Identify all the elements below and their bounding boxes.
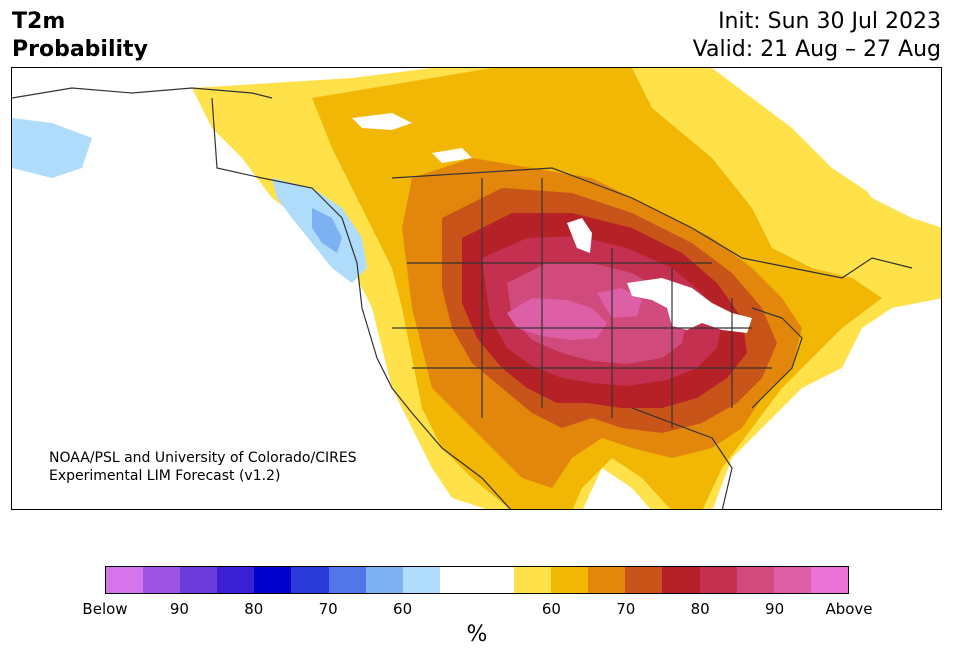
colorbar-tick-label: 90 bbox=[765, 600, 785, 618]
colorbar bbox=[105, 566, 849, 594]
colorbar-segment bbox=[551, 567, 589, 593]
probability-map bbox=[11, 67, 942, 510]
borders bbox=[12, 87, 913, 509]
contour-above-extreme bbox=[507, 288, 642, 340]
colorbar-segment bbox=[254, 567, 292, 593]
init-date: Init: Sun 30 Jul 2023 bbox=[718, 9, 941, 34]
colorbar-unit: % bbox=[466, 622, 488, 647]
colorbar-segment bbox=[106, 567, 144, 593]
colorbar-tick-label: 70 bbox=[616, 600, 636, 618]
colorbar-tick-label: 60 bbox=[393, 600, 413, 618]
colorbar-tick-label: 80 bbox=[244, 600, 264, 618]
colorbar-segment bbox=[402, 567, 440, 593]
colorbar-tick-label: 70 bbox=[318, 600, 338, 618]
colorbar-segment bbox=[736, 567, 774, 593]
hudson-bay-lake bbox=[352, 113, 472, 163]
colorbar-segment bbox=[328, 567, 366, 593]
colorbar-segment bbox=[476, 567, 515, 593]
colorbar-tick-label: Above bbox=[825, 600, 873, 618]
contour-below-70-west bbox=[312, 208, 342, 253]
colorbar-segment bbox=[588, 567, 626, 593]
colorbar-segment bbox=[773, 567, 811, 593]
credit-line-2: Experimental LIM Forecast (v1.2) bbox=[49, 468, 281, 484]
colorbar-segment bbox=[625, 567, 663, 593]
valid-range: Valid: 21 Aug – 27 Aug bbox=[692, 37, 941, 62]
product-label: Probability bbox=[12, 37, 148, 62]
colorbar-tick-label: Below bbox=[82, 600, 128, 618]
lake-winnipeg bbox=[567, 218, 592, 253]
credit-text: NOAA/PSL and University of Colorado/CIRE… bbox=[49, 449, 357, 485]
colorbar-tick-label: 60 bbox=[541, 600, 561, 618]
colorbar-segment bbox=[180, 567, 218, 593]
map-title: T2m Probability bbox=[12, 8, 148, 64]
credit-line-1: NOAA/PSL and University of Colorado/CIRE… bbox=[49, 450, 357, 466]
colorbar-segment bbox=[143, 567, 181, 593]
contour-below-60-west bbox=[12, 118, 367, 283]
colorbar-segment bbox=[810, 567, 848, 593]
colorbar-segment bbox=[365, 567, 403, 593]
colorbar-segment bbox=[291, 567, 329, 593]
colorbar-segment bbox=[439, 567, 477, 593]
colorbar-tick-label: 90 bbox=[169, 600, 189, 618]
arctic-islands bbox=[712, 68, 941, 228]
colorbar-segment bbox=[217, 567, 255, 593]
great-lakes bbox=[627, 278, 752, 333]
colorbar-segment bbox=[514, 567, 552, 593]
colorbar-tick-label: 80 bbox=[690, 600, 710, 618]
forecast-dates: Init: Sun 30 Jul 2023 Valid: 21 Aug – 27… bbox=[693, 8, 941, 64]
variable-label: T2m bbox=[12, 9, 66, 34]
map-canvas bbox=[12, 68, 941, 509]
colorbar-segment bbox=[662, 567, 700, 593]
colorbar-segment bbox=[699, 567, 737, 593]
